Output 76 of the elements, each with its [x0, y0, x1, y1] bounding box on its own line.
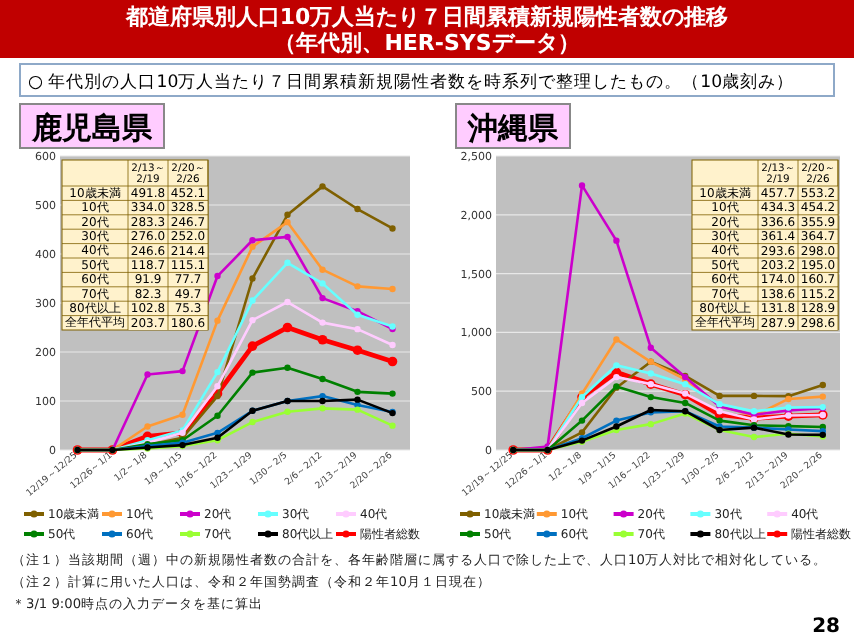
point	[144, 371, 151, 378]
point	[319, 405, 326, 412]
point	[354, 205, 361, 213]
text: 28	[812, 616, 841, 638]
point	[284, 408, 291, 415]
point	[613, 237, 620, 244]
point	[578, 182, 586, 189]
point	[613, 336, 620, 343]
point	[319, 183, 326, 190]
point	[352, 345, 363, 355]
point	[319, 294, 326, 302]
point	[750, 392, 758, 400]
point	[682, 380, 689, 388]
point	[819, 393, 826, 400]
point	[354, 396, 361, 403]
point	[214, 429, 221, 437]
point	[613, 373, 620, 381]
point	[716, 392, 723, 400]
text: 都道府県別人口10万人当たり７日間累積新規陽性者数の推移（年代別、HER-SYSデータ）	[123, 4, 729, 56]
point	[716, 407, 723, 415]
point	[214, 383, 221, 390]
point	[249, 418, 256, 426]
point	[284, 211, 291, 218]
point	[249, 316, 256, 324]
point	[613, 417, 620, 424]
point	[247, 341, 258, 351]
point	[750, 433, 758, 441]
point	[578, 429, 586, 436]
text: ○ 年代別の人口10万人当たり７日間累積新規陽性者数を時系列で整理したもの。（10歳刻み）	[28, 71, 795, 93]
chart-title: 鹿児島県	[30, 110, 154, 146]
point	[317, 334, 328, 345]
point	[389, 285, 396, 293]
point	[214, 368, 221, 376]
point	[179, 367, 186, 375]
point	[284, 364, 291, 371]
point	[647, 420, 654, 428]
point	[319, 375, 326, 383]
point	[578, 417, 586, 424]
point	[682, 399, 689, 407]
point	[389, 422, 396, 429]
point	[179, 411, 186, 418]
point	[578, 399, 586, 407]
point	[249, 369, 256, 376]
point	[214, 317, 221, 324]
point	[249, 237, 256, 244]
point	[647, 393, 654, 401]
point	[354, 283, 361, 290]
point	[319, 280, 326, 287]
point	[249, 243, 256, 250]
point	[354, 388, 361, 396]
point	[284, 259, 291, 267]
point	[144, 423, 151, 430]
point	[389, 225, 396, 232]
point	[214, 272, 221, 280]
point	[319, 392, 326, 400]
chart-title: 沖縄県	[466, 110, 560, 146]
point	[613, 362, 620, 369]
point	[389, 390, 396, 397]
point	[354, 406, 361, 413]
point	[819, 381, 826, 389]
point	[214, 412, 221, 419]
point	[319, 266, 326, 273]
point	[387, 356, 398, 367]
point	[282, 322, 293, 333]
point	[354, 325, 361, 333]
point	[249, 275, 256, 282]
point	[647, 370, 654, 377]
point	[284, 298, 291, 306]
point	[249, 297, 256, 304]
point	[284, 233, 291, 241]
point	[389, 341, 396, 349]
point	[284, 218, 291, 226]
point	[319, 319, 326, 326]
point	[716, 417, 723, 424]
point	[647, 344, 654, 351]
point	[319, 397, 326, 405]
